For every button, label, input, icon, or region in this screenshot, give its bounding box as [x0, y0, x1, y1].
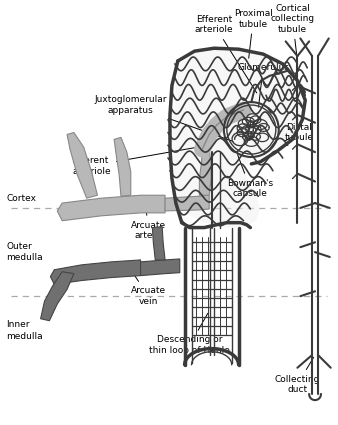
- Text: Arcuate
vein: Arcuate vein: [131, 272, 166, 306]
- Polygon shape: [114, 137, 131, 196]
- Polygon shape: [67, 133, 97, 198]
- Text: Inner
medulla: Inner medulla: [6, 320, 43, 340]
- Text: Cortical
collecting
tubule: Cortical collecting tubule: [270, 4, 315, 58]
- Text: Bowman's
capsule: Bowman's capsule: [227, 155, 273, 198]
- Text: Outer
medulla: Outer medulla: [6, 242, 43, 262]
- Text: Arcuate
artery: Arcuate artery: [131, 206, 166, 240]
- Text: Glomerulus: Glomerulus: [237, 63, 289, 107]
- Polygon shape: [57, 195, 165, 221]
- Text: Proximal
tubule: Proximal tubule: [234, 9, 273, 58]
- Polygon shape: [165, 195, 209, 211]
- Polygon shape: [199, 149, 211, 195]
- Text: Juxtoglomerular
apparatus: Juxtoglomerular apparatus: [95, 95, 233, 142]
- Text: Efferent
arteriole: Efferent arteriole: [195, 15, 257, 93]
- Polygon shape: [141, 259, 180, 275]
- Polygon shape: [170, 48, 305, 227]
- Text: Distal
tubule: Distal tubule: [285, 123, 314, 142]
- Text: Collecting
duct: Collecting duct: [275, 357, 320, 394]
- Text: Afferent
arteriole: Afferent arteriole: [72, 145, 211, 176]
- Text: Descending or
thin loop of Henle: Descending or thin loop of Henle: [149, 313, 230, 355]
- Text: Cortex: Cortex: [6, 194, 36, 203]
- Polygon shape: [50, 260, 141, 284]
- Polygon shape: [41, 272, 74, 321]
- Polygon shape: [152, 227, 165, 260]
